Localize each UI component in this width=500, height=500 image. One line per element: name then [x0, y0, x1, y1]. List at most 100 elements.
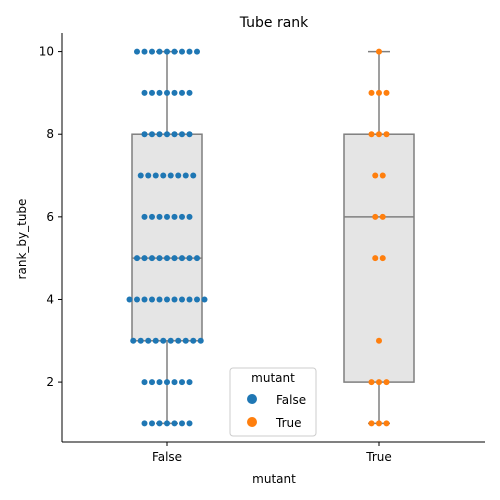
data-point: [186, 213, 193, 220]
data-point: [376, 337, 382, 344]
data-point: [372, 213, 379, 220]
data-point: [149, 379, 155, 386]
data-point: [175, 172, 182, 179]
data-point: [141, 379, 148, 386]
data-point: [383, 420, 390, 427]
data-point: [141, 420, 148, 427]
data-point: [156, 379, 163, 386]
data-point: [186, 131, 193, 138]
data-point: [179, 213, 185, 220]
data-point: [156, 131, 163, 138]
data-point: [376, 131, 382, 138]
legend-label-false: False: [276, 393, 306, 407]
data-point: [156, 420, 163, 427]
data-point: [190, 172, 197, 179]
x-tick-label: False: [152, 450, 182, 464]
data-point: [149, 89, 155, 96]
data-point: [194, 296, 200, 303]
box-iqr: [343, 133, 415, 383]
y-tick-label: 4: [46, 292, 54, 306]
data-point: [186, 255, 193, 262]
data-point: [164, 131, 170, 138]
data-point: [164, 296, 170, 303]
data-point: [175, 337, 182, 344]
data-point: [141, 131, 148, 138]
data-point: [372, 255, 379, 262]
data-point: [376, 89, 382, 96]
data-point: [379, 172, 386, 179]
data-point: [171, 213, 178, 220]
data-point: [149, 296, 155, 303]
data-point: [186, 296, 193, 303]
data-point: [182, 337, 189, 344]
data-point: [179, 296, 185, 303]
data-point: [171, 296, 178, 303]
data-point: [149, 48, 155, 55]
data-point: [383, 131, 390, 138]
data-point: [179, 131, 185, 138]
data-point: [368, 89, 375, 96]
legend: mutant False True: [229, 367, 317, 437]
data-point: [134, 255, 140, 262]
data-point: [194, 48, 200, 55]
data-point: [156, 296, 163, 303]
data-point: [171, 420, 178, 427]
data-point: [160, 337, 167, 344]
chart-title: Tube rank: [239, 15, 309, 31]
data-point: [137, 337, 144, 344]
data-point: [130, 337, 137, 344]
data-point: [376, 420, 382, 427]
data-point: [171, 131, 178, 138]
data-point: [194, 255, 200, 262]
data-point: [164, 213, 170, 220]
axes-layer: 2 4 6 8 10 False True: [39, 33, 485, 464]
data-point: [141, 89, 148, 96]
data-point: [156, 255, 163, 262]
data-point: [134, 48, 140, 55]
data-point: [152, 172, 159, 179]
data-point: [171, 379, 178, 386]
data-point: [152, 337, 159, 344]
data-point: [179, 379, 185, 386]
data-point: [201, 296, 208, 303]
data-point: [149, 131, 155, 138]
data-point: [182, 172, 189, 179]
data-point: [171, 89, 178, 96]
data-point: [383, 89, 390, 96]
y-axis-label: rank_by_tube: [15, 199, 29, 280]
data-point: [137, 172, 144, 179]
data-point: [368, 420, 375, 427]
data-point: [145, 172, 152, 179]
data-point: [149, 420, 155, 427]
data-point: [164, 89, 170, 96]
data-point: [179, 89, 185, 96]
data-point: [376, 48, 382, 55]
data-point: [197, 337, 204, 344]
legend-marker-true: [247, 417, 257, 427]
data-point: [164, 420, 170, 427]
y-tick-label: 6: [46, 210, 54, 224]
data-point: [186, 89, 193, 96]
legend-title: mutant: [251, 371, 295, 385]
data-point: [186, 379, 193, 386]
swarm-layer: [126, 48, 390, 427]
data-point: [149, 255, 155, 262]
data-point: [368, 379, 375, 386]
data-point: [179, 48, 185, 55]
x-axis-label: mutant: [252, 472, 296, 486]
y-tick-label: 10: [39, 45, 54, 59]
data-point: [141, 255, 148, 262]
data-point: [149, 213, 155, 220]
data-point: [171, 48, 178, 55]
data-point: [164, 48, 170, 55]
data-point: [379, 255, 386, 262]
data-point: [368, 131, 375, 138]
data-point: [379, 213, 386, 220]
legend-marker-false: [247, 394, 257, 404]
data-point: [167, 172, 174, 179]
data-point: [145, 337, 152, 344]
data-point: [134, 296, 140, 303]
data-point: [383, 379, 390, 386]
data-point: [156, 213, 163, 220]
